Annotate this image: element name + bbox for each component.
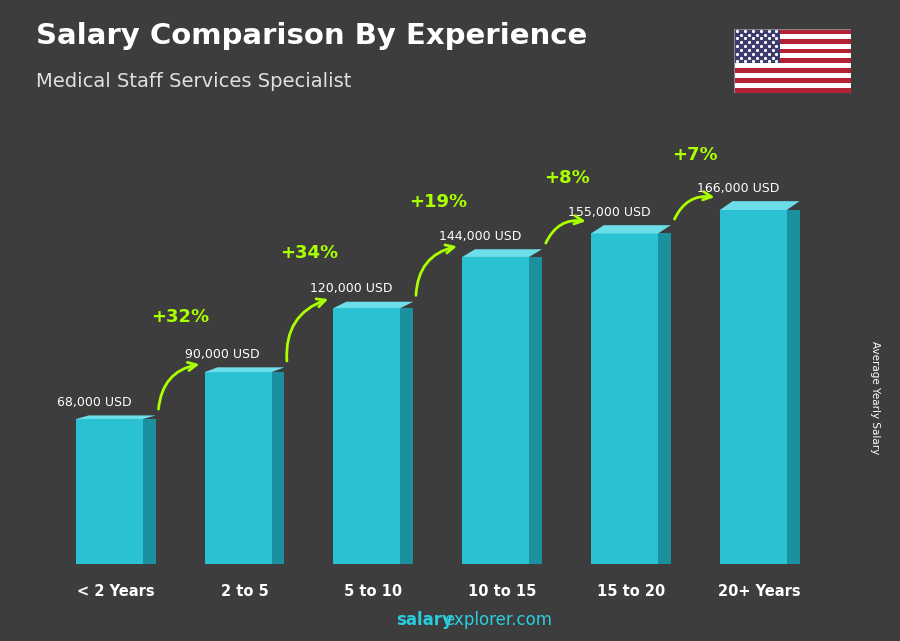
- Polygon shape: [204, 367, 284, 372]
- Text: +8%: +8%: [544, 169, 590, 187]
- Bar: [734, 29, 780, 63]
- Bar: [734, 73, 850, 78]
- Bar: [734, 88, 850, 93]
- Text: +7%: +7%: [672, 146, 718, 164]
- Text: explorer.com: explorer.com: [444, 612, 552, 629]
- Text: 15 to 20: 15 to 20: [597, 583, 665, 599]
- Text: < 2 Years: < 2 Years: [77, 583, 155, 599]
- Bar: [734, 44, 850, 49]
- Bar: [734, 78, 850, 83]
- Text: 155,000 USD: 155,000 USD: [568, 206, 651, 219]
- Text: Salary Comparison By Experience: Salary Comparison By Experience: [36, 22, 587, 51]
- Bar: [734, 49, 850, 53]
- Text: +32%: +32%: [151, 308, 210, 326]
- Bar: [734, 83, 850, 88]
- Bar: [734, 69, 850, 73]
- Text: salary: salary: [396, 612, 453, 629]
- Polygon shape: [463, 257, 529, 564]
- Text: +34%: +34%: [280, 244, 338, 262]
- Polygon shape: [720, 210, 787, 564]
- Polygon shape: [143, 419, 156, 564]
- Text: 20+ Years: 20+ Years: [718, 583, 801, 599]
- Text: +19%: +19%: [409, 193, 467, 211]
- Text: Average Yearly Salary: Average Yearly Salary: [869, 341, 880, 454]
- Text: 2 to 5: 2 to 5: [220, 583, 268, 599]
- Polygon shape: [334, 308, 400, 564]
- Text: 5 to 10: 5 to 10: [345, 583, 402, 599]
- Text: 120,000 USD: 120,000 USD: [310, 282, 392, 296]
- Bar: [734, 34, 850, 38]
- Polygon shape: [76, 419, 143, 564]
- Bar: [734, 53, 850, 58]
- Text: 10 to 15: 10 to 15: [468, 583, 536, 599]
- Polygon shape: [591, 233, 658, 564]
- Polygon shape: [720, 201, 799, 210]
- Polygon shape: [272, 372, 284, 564]
- Bar: [734, 38, 850, 44]
- Text: Medical Staff Services Specialist: Medical Staff Services Specialist: [36, 72, 351, 91]
- Polygon shape: [463, 249, 542, 257]
- Polygon shape: [658, 233, 670, 564]
- Polygon shape: [334, 302, 413, 308]
- Polygon shape: [204, 372, 272, 564]
- Text: 166,000 USD: 166,000 USD: [697, 182, 779, 195]
- Polygon shape: [591, 225, 670, 233]
- Polygon shape: [76, 415, 156, 419]
- Bar: [734, 29, 850, 34]
- Text: 90,000 USD: 90,000 USD: [185, 348, 260, 361]
- Bar: [734, 58, 850, 63]
- Polygon shape: [787, 210, 799, 564]
- Bar: [734, 63, 850, 69]
- Polygon shape: [400, 308, 413, 564]
- Polygon shape: [529, 257, 542, 564]
- Text: 68,000 USD: 68,000 USD: [57, 396, 131, 409]
- Text: 144,000 USD: 144,000 USD: [439, 230, 521, 243]
